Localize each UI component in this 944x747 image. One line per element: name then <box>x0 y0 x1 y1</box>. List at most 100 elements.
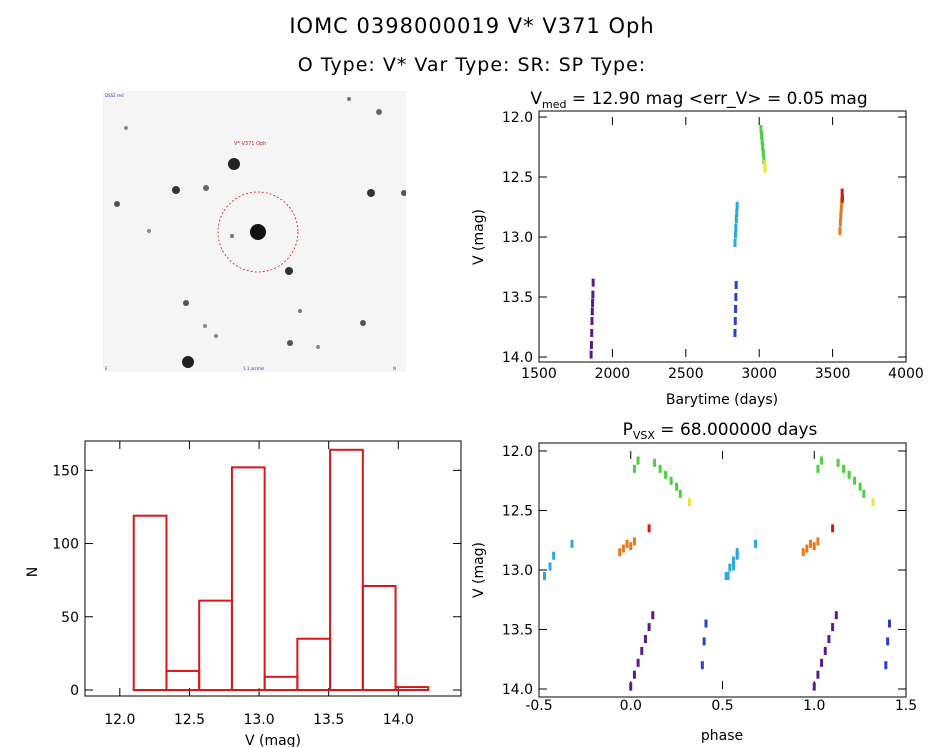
lightcurve-ytick-label: 12.5 <box>502 170 533 186</box>
phased-point <box>700 661 704 670</box>
phased-point <box>651 611 655 620</box>
phased-point <box>847 470 851 479</box>
phased-axes: -0.5 0.0 0.5 1.0 1.5 12.0 12.5 13.0 13.5 14.0 <box>502 444 917 714</box>
page-title: IOMC 0398000019 V* V371 Oph <box>289 14 655 38</box>
lightcurve-xtick-label: 3000 <box>741 366 777 382</box>
phased-point <box>728 563 732 572</box>
histogram-ytick-label: 0 <box>70 683 79 699</box>
phased-point <box>636 456 640 465</box>
phased-point <box>831 623 835 632</box>
phased-point <box>754 539 758 548</box>
phased-point <box>675 482 679 491</box>
phased-point <box>887 619 891 628</box>
phased-point <box>816 670 820 679</box>
histogram-bar <box>198 599 233 692</box>
phased-point <box>625 539 629 548</box>
lightcurve-point <box>734 215 738 223</box>
phased-point <box>886 637 890 646</box>
lightcurve-point <box>590 329 594 337</box>
histogram-frame <box>84 440 462 697</box>
lightcurve-point <box>590 307 594 316</box>
object-type-line: O Type: V* Var Type: SR: SP Type: <box>297 54 647 76</box>
lightcurve-point <box>734 281 738 289</box>
phased-point <box>884 661 888 670</box>
histogram-xtick-label: 13.0 <box>243 712 274 728</box>
phased-point <box>543 571 547 580</box>
star <box>230 234 234 238</box>
phased-point <box>629 542 633 551</box>
histogram-bar <box>165 669 201 691</box>
phased-point <box>735 548 739 557</box>
star <box>367 189 375 197</box>
phased-xtick-label: -0.5 <box>525 698 552 714</box>
lightcurve-point <box>733 230 737 239</box>
phased-point <box>570 539 574 548</box>
lightcurve-ytick-label: 14.0 <box>502 350 533 366</box>
lightcurve-point <box>734 293 738 301</box>
phased-point <box>647 623 651 632</box>
star <box>376 109 382 115</box>
phased-point <box>704 619 708 628</box>
phased-point <box>823 646 827 655</box>
star <box>360 320 366 326</box>
lightcurve-point <box>589 341 593 349</box>
lightcurve-axes: 1500 2000 2500 3000 3500 4000 12.0 12.5 13.0 13.5… <box>502 110 924 382</box>
phased-ytick-label: 14.0 <box>502 682 533 698</box>
finder-corner-label: E <box>105 366 108 371</box>
phased-point <box>820 456 824 465</box>
phased-point <box>653 458 657 467</box>
phased-point <box>664 470 668 479</box>
phased-ytick-label: 13.5 <box>502 623 533 639</box>
phased-ylabel: V (mag) <box>471 542 487 598</box>
star <box>287 340 293 346</box>
phased-point <box>809 539 813 548</box>
phased-point <box>858 482 862 491</box>
lightcurve-point <box>761 149 765 157</box>
star <box>114 201 120 207</box>
phased-point <box>827 635 831 644</box>
lightcurve-point <box>733 329 737 337</box>
star <box>228 158 240 170</box>
phased-ytick-label: 12.5 <box>502 504 533 520</box>
star <box>285 267 293 275</box>
lightcurve-point <box>591 299 595 307</box>
phased-point <box>687 498 691 507</box>
star <box>172 186 180 194</box>
lightcurve-point <box>734 223 738 232</box>
phased-chart: PVSX = 68.000000 days -0.5 0.0 0.5 1.0 1.5 12… <box>471 420 917 744</box>
phased-point <box>678 489 682 498</box>
phased-title: PVSX = 68.000000 days <box>623 420 818 442</box>
target-circle <box>217 191 299 273</box>
lightcurve-point <box>591 278 595 287</box>
phased-point <box>820 658 824 667</box>
lightcurve-ytick-label: 13.5 <box>502 290 533 306</box>
histogram-ylabel: N <box>25 567 41 577</box>
phased-point <box>871 498 875 507</box>
phased-point <box>629 682 633 691</box>
phased-point <box>812 682 816 691</box>
histogram-bar <box>329 448 364 691</box>
star <box>214 334 218 338</box>
phased-xtick-label: 1.5 <box>895 698 917 714</box>
histogram-xtick-label: 12.0 <box>104 712 135 728</box>
histogram-bars <box>132 448 430 692</box>
phased-point <box>632 537 636 546</box>
lightcurve-point <box>590 317 594 325</box>
lightcurve-point <box>763 159 767 168</box>
phased-point <box>621 544 625 553</box>
star <box>203 324 207 328</box>
phased-frame <box>538 442 907 698</box>
histogram-ytick-label: 100 <box>52 537 79 553</box>
finder-corner-label: DSS2 red <box>105 93 124 98</box>
lightcurve-title: Vmed = 12.90 mag <err_V> = 0.05 mag <box>530 89 867 111</box>
phased-xtick-label: 0.5 <box>711 698 733 714</box>
histogram-ytick-label: 50 <box>61 610 79 626</box>
histogram-bar <box>132 514 168 692</box>
phased-point <box>842 464 846 473</box>
lightcurve-point <box>735 209 739 217</box>
histogram-bar <box>230 466 266 692</box>
phased-point <box>805 544 809 553</box>
phased-point <box>801 548 805 557</box>
histogram-xtick-label: 13.5 <box>313 712 344 728</box>
phased-point <box>632 464 636 473</box>
